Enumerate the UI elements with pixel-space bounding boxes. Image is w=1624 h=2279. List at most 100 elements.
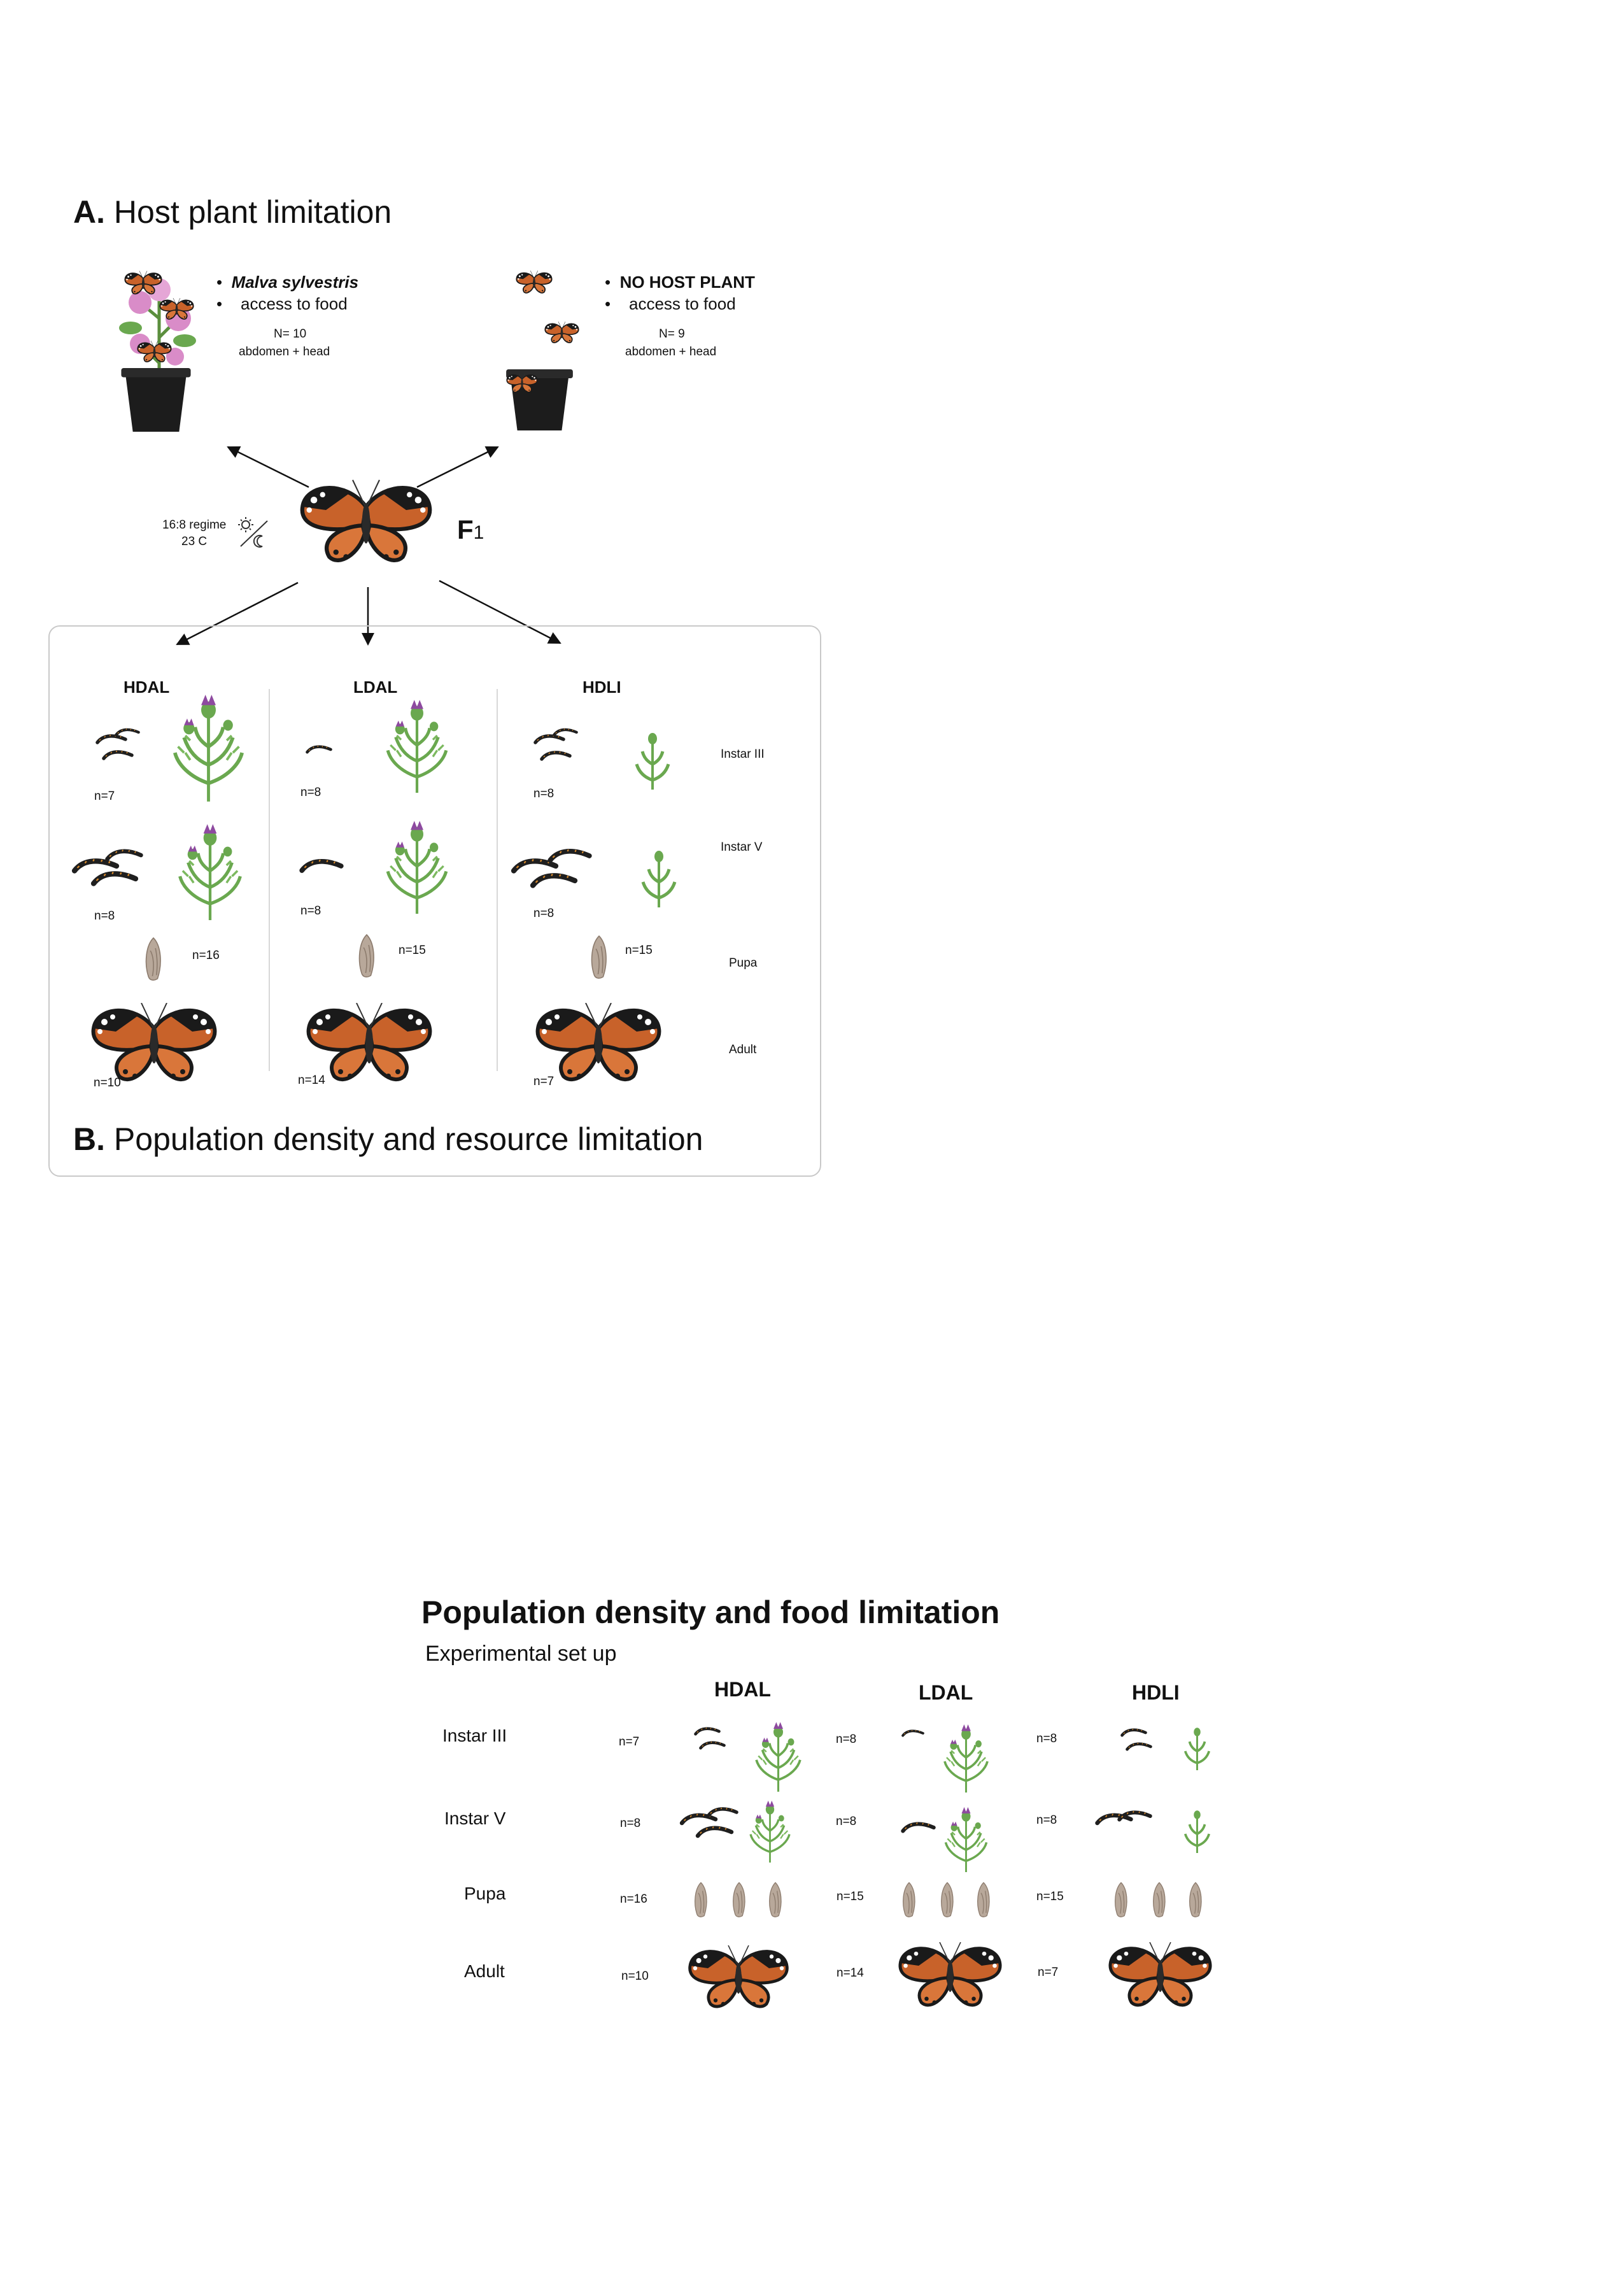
count: n=8 <box>300 904 321 918</box>
caterpillar-icon <box>105 847 143 863</box>
count: n=15 <box>399 944 426 957</box>
small-plant-icon <box>633 726 672 790</box>
caterpillar-icon <box>299 853 344 879</box>
caterpillar-icon <box>1120 1727 1147 1738</box>
thistle-plant-icon <box>754 1719 802 1793</box>
thistle-plant-icon <box>385 694 449 796</box>
count: n=8 <box>1036 1732 1057 1745</box>
panel-c-stage-pupa: Pupa <box>464 1884 506 1903</box>
caterpillar-icon <box>901 1820 936 1835</box>
divider <box>497 689 498 1071</box>
thistle-plant-icon <box>172 691 245 802</box>
small-plant-icon <box>1183 1805 1211 1853</box>
caterpillar-icon <box>528 871 579 890</box>
count: n=10 <box>621 1970 649 1983</box>
count: n=8 <box>836 1733 857 1746</box>
panel-b-stage-adult: Adult <box>729 1043 757 1056</box>
caterpillar-icon <box>553 726 578 739</box>
panel-b-heading: B. Population density and resource limit… <box>73 1121 703 1158</box>
panel-b-box <box>48 625 821 1177</box>
panel-b-stage-instar3: Instar III <box>721 748 765 761</box>
count: n=8 <box>94 909 115 923</box>
panel-a-heading: A. Host plant limitation <box>73 194 392 231</box>
pupa-icon <box>1151 1878 1168 1920</box>
count: n=8 <box>300 786 321 799</box>
temperature-label: 23 C <box>181 535 208 548</box>
panel-c-group-hdal: HDAL <box>714 1678 771 1701</box>
panel-b-stage-instar5: Instar V <box>721 841 763 854</box>
pupa-icon <box>589 931 609 982</box>
pupa-icon <box>731 1878 747 1920</box>
butterfly-icon <box>299 479 433 568</box>
butterfly-icon <box>688 1945 789 2012</box>
count: n=15 <box>1036 1890 1064 1903</box>
caterpillar-icon <box>901 1728 924 1738</box>
panel-a-right-n: N= 9 <box>659 327 685 341</box>
caterpillar-icon <box>89 869 140 888</box>
count: n=15 <box>837 1890 864 1903</box>
pupa-icon <box>143 933 164 984</box>
arrow-to-hdli <box>439 579 561 644</box>
caterpillar-icon <box>1117 1808 1152 1824</box>
small-plant-icon <box>1183 1722 1211 1770</box>
panel-c-subtitle: Experimental set up <box>425 1642 617 1666</box>
panel-c-title: Population density and food limitation <box>421 1594 1000 1630</box>
panel-c-stage-instar5: Instar V <box>444 1808 506 1828</box>
butterfly-icon <box>90 1003 218 1086</box>
regime-label: 16:8 regime <box>162 518 227 532</box>
count: n=8 <box>533 907 554 920</box>
count: n=7 <box>1038 1966 1059 1979</box>
pupa-icon <box>939 1878 956 1920</box>
pupa-icon <box>357 930 377 981</box>
caterpillar-icon <box>707 1805 738 1819</box>
pupa-icon <box>1187 1878 1204 1920</box>
count: n=7 <box>94 790 115 803</box>
thistle-plant-icon <box>942 1722 990 1793</box>
panel-b-stage-pupa: Pupa <box>729 956 758 970</box>
panel-b-group-ldal: LDAL <box>353 678 398 697</box>
caterpillar-icon <box>547 847 592 865</box>
count: n=7 <box>619 1735 640 1749</box>
panel-a-letter: A. <box>73 194 105 230</box>
panel-b-group-hdli: HDLI <box>583 678 621 697</box>
caterpillar-icon <box>694 1726 721 1737</box>
panel-c-stage-adult: Adult <box>464 1961 505 1981</box>
pupa-icon <box>901 1878 917 1920</box>
pupa-icon <box>693 1878 709 1920</box>
divider <box>269 689 270 1071</box>
panel-a-title: Host plant limitation <box>113 194 392 230</box>
count: n=16 <box>620 1892 647 1906</box>
panel-b-group-hdal: HDAL <box>124 678 170 697</box>
thistle-plant-icon <box>942 1805 990 1872</box>
panel-a-left-n: N= 10 <box>274 327 307 341</box>
count: n=8 <box>836 1815 857 1828</box>
count: n=14 <box>837 1966 864 1980</box>
caterpillar-icon <box>306 744 332 755</box>
count: n=14 <box>298 1074 325 1087</box>
panel-a-left-item1: • Malva sylvestris <box>216 273 359 292</box>
pupa-icon <box>975 1878 992 1920</box>
panel-a-left-sample: abdomen + head <box>239 345 330 359</box>
count: n=8 <box>533 787 554 800</box>
butterfly-icon <box>535 1003 662 1086</box>
count: n=16 <box>192 949 220 962</box>
arrow-to-no-host-plant <box>416 446 499 488</box>
caterpillar-icon <box>1126 1741 1152 1752</box>
butterfly-icon <box>898 1942 1003 2010</box>
count: n=15 <box>625 944 653 957</box>
panel-b-letter: B. <box>73 1121 105 1157</box>
pupa-icon <box>1113 1878 1129 1920</box>
thistle-plant-icon <box>175 821 245 920</box>
count: n=8 <box>1036 1814 1057 1827</box>
count: n=10 <box>94 1076 121 1090</box>
panel-c-group-hdli: HDLI <box>1132 1681 1180 1704</box>
caterpillar-icon <box>540 749 572 763</box>
thistle-plant-icon <box>385 815 449 917</box>
count: n=7 <box>533 1075 554 1088</box>
count: n=8 <box>620 1817 641 1830</box>
caterpillar-icon <box>115 726 140 739</box>
generation-label: F1 <box>457 515 484 544</box>
caterpillar-icon <box>102 748 134 762</box>
panel-b-title: Population density and resource limitati… <box>113 1121 703 1157</box>
